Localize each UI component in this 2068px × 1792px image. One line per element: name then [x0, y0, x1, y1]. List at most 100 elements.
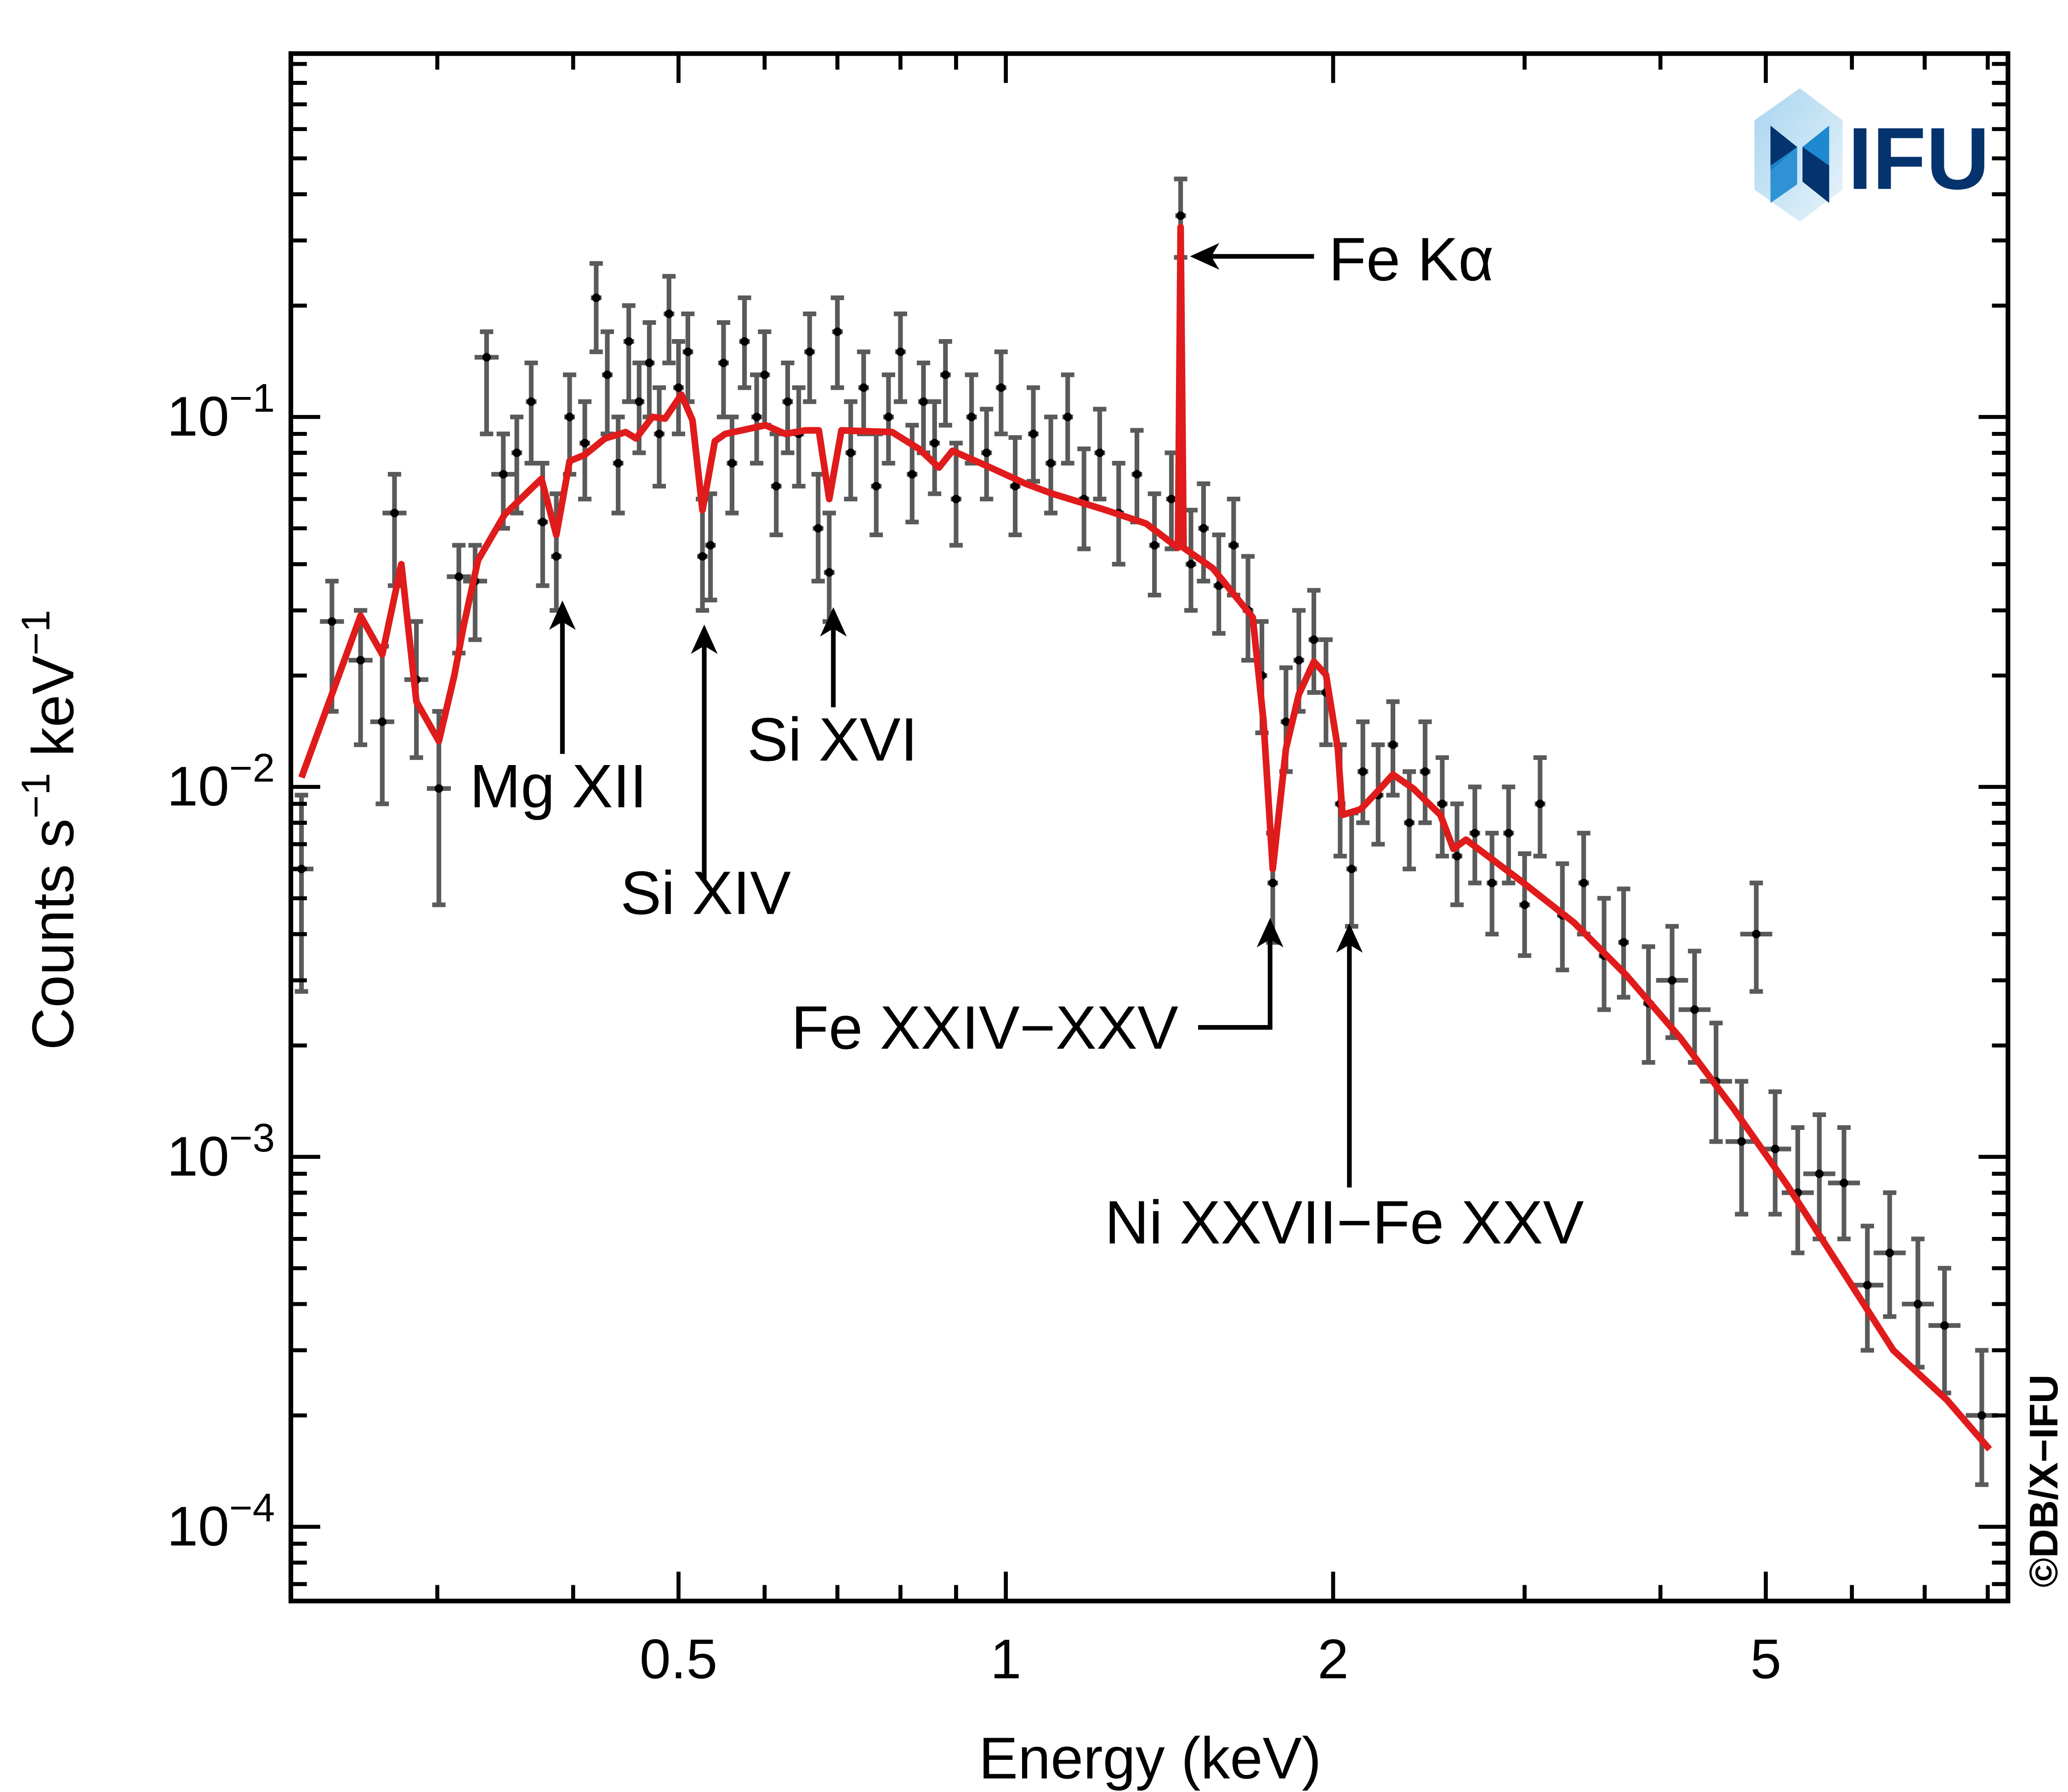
error-bar [622, 303, 636, 404]
model-curve [298, 223, 1992, 1452]
data-point [1132, 470, 1142, 479]
data-point [1229, 541, 1238, 550]
error-bar [994, 349, 1008, 437]
data-point [1668, 976, 1676, 985]
x-tick-label: 5 [1750, 1628, 1782, 1690]
data-point [1771, 1145, 1780, 1153]
error-bar [822, 510, 836, 624]
error-bar [917, 360, 931, 455]
data-point [872, 482, 881, 491]
plot-frame [288, 51, 2011, 1604]
error-bar [589, 261, 603, 354]
error-bar [716, 320, 730, 420]
x-axis-label: Energy (keV) [979, 1725, 1321, 1791]
data-point [455, 572, 463, 581]
data-point [378, 717, 387, 726]
data-point [752, 413, 761, 421]
data-point [727, 459, 737, 468]
data-point [997, 383, 1006, 392]
data-point [982, 448, 991, 457]
data-point [328, 617, 336, 626]
data-point [760, 370, 769, 380]
data-point [1199, 524, 1208, 533]
data-point [908, 470, 917, 479]
data-point [719, 358, 728, 368]
x-tick-label: 2 [1318, 1628, 1349, 1690]
data-point [1388, 740, 1398, 749]
error-bar [830, 295, 844, 390]
data-point [1347, 864, 1356, 873]
arrow-head-icon [549, 600, 576, 630]
data-point [512, 448, 521, 457]
data-point [1029, 430, 1038, 438]
data-point [1520, 900, 1529, 909]
error-bar [928, 399, 942, 496]
arrow-head-icon [1190, 243, 1220, 270]
data-point [884, 413, 893, 421]
y-tick-label: 10−4 [167, 1486, 275, 1557]
data-point [1470, 828, 1479, 838]
data-point [674, 383, 683, 392]
data-point [1815, 1169, 1824, 1178]
annotation-label: Si XIV [620, 859, 791, 927]
data-point [1863, 1281, 1872, 1290]
data-point [1358, 767, 1367, 776]
data-point [645, 358, 654, 368]
data-point [565, 413, 574, 421]
data-point [833, 327, 842, 336]
data-point [740, 337, 749, 346]
data-point [1268, 879, 1277, 887]
data-point [655, 430, 664, 438]
data-point [624, 337, 633, 346]
data-point [1752, 930, 1761, 939]
data-point [941, 370, 950, 380]
data-point [1063, 413, 1072, 421]
error-bar [524, 360, 538, 466]
data-point [1187, 560, 1195, 569]
data-point [706, 541, 715, 550]
data-point [967, 413, 976, 421]
data-point [1840, 1179, 1848, 1187]
error-bar [781, 360, 795, 455]
data-point [805, 347, 814, 356]
data-point [1167, 494, 1176, 504]
data-point [527, 397, 536, 406]
axis-ticks [290, 53, 2008, 1601]
data-point [1914, 1299, 1922, 1309]
annotations: Mg XII Si XIV Si XVI Fe Kα Fe XXIV−XXV Ni XXV… [470, 225, 1584, 1257]
data-point [1095, 448, 1104, 457]
y-tick-label: 10−1 [167, 376, 275, 448]
annotation-label: Fe XXIV−XXV [791, 993, 1178, 1062]
data-point [859, 383, 868, 392]
data-point [1420, 767, 1430, 776]
data-point [1405, 818, 1414, 827]
data-point [813, 524, 823, 533]
data-point [1046, 459, 1055, 468]
error-bar [474, 329, 499, 437]
data-point [1309, 635, 1318, 644]
y-tick-label: 10−3 [167, 1116, 275, 1187]
data-point [1977, 1411, 1986, 1420]
data-point [1690, 1005, 1699, 1014]
arrow-head-icon [1256, 918, 1284, 947]
arrow-head-icon [820, 607, 847, 637]
annotation-label: Ni XXVII−Fe XXV [1105, 1188, 1584, 1257]
data-point [1504, 828, 1513, 838]
data-point [1619, 938, 1628, 947]
data-error-bars [289, 176, 1998, 1487]
arrow-head-icon [1336, 923, 1363, 953]
data-point [772, 482, 781, 491]
data-point [1737, 1137, 1746, 1146]
data-point [683, 347, 693, 356]
data-point [552, 552, 561, 561]
data-point [499, 470, 508, 479]
data-point [1282, 717, 1290, 726]
logo-text: IFU [1848, 109, 1990, 208]
data-point [930, 438, 939, 448]
data-point [665, 309, 674, 318]
data-point [825, 568, 834, 577]
model-curve-group [298, 223, 1992, 1452]
x-tick-label: 0.5 [640, 1628, 718, 1690]
data-point [1011, 482, 1020, 491]
